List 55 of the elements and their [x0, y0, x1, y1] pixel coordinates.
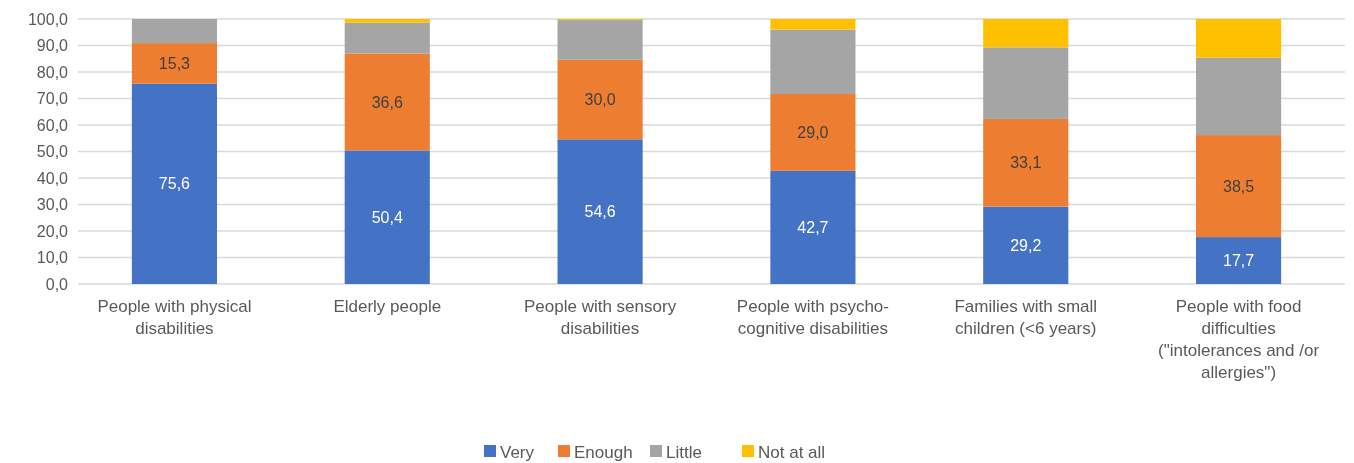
y-tick-label: 90,0: [36, 37, 69, 55]
bar: [1196, 135, 1282, 238]
y-tick-label: 70,0: [36, 90, 69, 108]
x-tick-label: People with sensory disabilities: [524, 297, 677, 338]
data-label: 54,6: [584, 203, 616, 221]
bar: [770, 170, 856, 284]
bar: [557, 59, 643, 140]
bar: [557, 20, 643, 60]
x-tick-label: People with food difficulties ("intolerances and /or allergies"): [1158, 297, 1320, 382]
bar: [1196, 57, 1282, 136]
data-label: 42,7: [797, 219, 829, 237]
bar: [983, 206, 1069, 284]
bar: [344, 150, 430, 284]
data-label: 30,0: [584, 91, 616, 109]
x-tick-label: People with physical disabilities: [97, 297, 252, 338]
y-tick-label: 0,0: [45, 275, 69, 293]
x-tick-label: People with psycho-cognitive disabilities: [736, 297, 889, 338]
y-tick-label: 40,0: [36, 169, 69, 187]
data-label: 38,5: [1223, 177, 1255, 195]
legend-label: Very: [500, 442, 535, 462]
y-tick-label: 30,0: [36, 196, 69, 214]
bar: [983, 47, 1069, 119]
legend-label: Not at all: [758, 442, 826, 462]
y-tick-label: 80,0: [36, 63, 69, 81]
bar: [344, 53, 430, 151]
y-tick-label: 100,0: [27, 10, 69, 28]
bar: [770, 94, 856, 171]
data-label: 50,4: [371, 208, 403, 226]
bar: [344, 19, 430, 23]
bar: [1196, 237, 1282, 284]
y-tick-label: 10,0: [36, 249, 69, 267]
bar: [1196, 19, 1282, 58]
x-tick-label: Families with small children (<6 years): [954, 297, 1098, 338]
bar: [557, 139, 643, 284]
data-label: 29,0: [797, 124, 829, 142]
bar: [983, 19, 1069, 48]
data-label: 15,3: [158, 54, 191, 72]
data-label: 33,1: [1010, 154, 1042, 172]
bar: [344, 22, 430, 54]
x-tick-label: Elderly people: [333, 297, 442, 316]
data-label: 17,7: [1223, 252, 1255, 270]
data-label: 75,6: [158, 175, 191, 193]
legend-label: Enough: [574, 442, 633, 462]
y-tick-label: 60,0: [36, 116, 69, 134]
bar: [983, 118, 1069, 207]
bar: [131, 19, 217, 44]
data-label: 36,6: [371, 93, 403, 111]
legend-label: Little: [666, 442, 702, 462]
data-label: 29,2: [1010, 236, 1042, 254]
bar: [770, 19, 856, 30]
bar: [131, 43, 217, 84]
y-tick-label: 50,0: [36, 143, 69, 161]
bar: [770, 29, 856, 94]
bar: [131, 83, 217, 284]
y-tick-label: 20,0: [36, 222, 69, 240]
